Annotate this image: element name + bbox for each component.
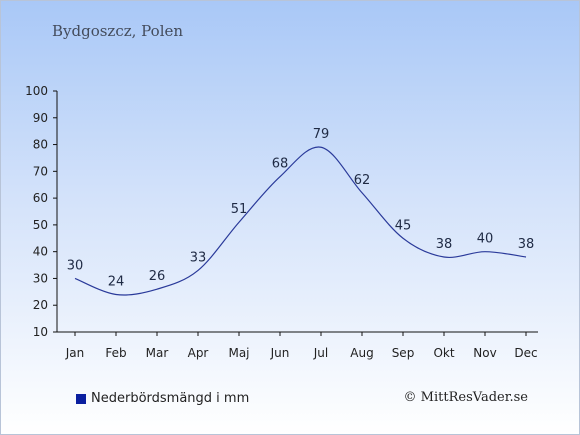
data-label: 68 bbox=[272, 157, 289, 172]
y-tick-label: 40 bbox=[33, 245, 48, 259]
data-label: 26 bbox=[149, 269, 166, 284]
data-label: 40 bbox=[477, 232, 494, 247]
data-label: 30 bbox=[67, 258, 84, 273]
x-tick-label: Mar bbox=[146, 346, 169, 360]
x-tick-label: Maj bbox=[228, 346, 249, 360]
data-label: 51 bbox=[231, 202, 248, 217]
x-tick-label: Feb bbox=[105, 346, 126, 360]
y-tick-label: 30 bbox=[33, 271, 48, 285]
y-tick-label: 100 bbox=[25, 84, 48, 98]
x-tick-label: Jun bbox=[270, 346, 290, 360]
y-tick-label: 10 bbox=[33, 325, 48, 339]
ticks: 10 20 30 40 50 60 70 80 90 100 Jan Feb Mar Apr Maj Jun J… bbox=[25, 84, 538, 360]
data-label: 38 bbox=[436, 237, 453, 252]
x-tick-label: Okt bbox=[433, 346, 454, 360]
y-tick-label: 20 bbox=[33, 298, 48, 312]
data-labels: 30 24 26 33 51 68 79 62 45 38 40 38 bbox=[67, 127, 535, 289]
x-tick-label: Nov bbox=[473, 346, 496, 360]
axes bbox=[56, 91, 538, 333]
y-tick-label: 90 bbox=[33, 111, 48, 125]
legend-label: Nederbördsmängd i mm bbox=[91, 391, 250, 406]
x-tick-label: Apr bbox=[188, 346, 209, 360]
data-label: 62 bbox=[354, 173, 371, 188]
data-label: 45 bbox=[395, 218, 412, 233]
y-tick-label: 50 bbox=[33, 218, 48, 232]
x-tick-label: Sep bbox=[392, 346, 415, 360]
location-title: Bydgoszcz, Polen bbox=[52, 22, 184, 40]
y-tick-label: 80 bbox=[33, 138, 48, 152]
data-label: 24 bbox=[108, 275, 125, 290]
credit-text: © MittResVader.se bbox=[403, 390, 528, 405]
x-tick-label: Aug bbox=[350, 346, 373, 360]
legend: Nederbördsmängd i mm bbox=[76, 391, 249, 406]
x-tick-label: Dec bbox=[514, 346, 537, 360]
data-label: 79 bbox=[313, 127, 330, 142]
data-label: 38 bbox=[518, 237, 535, 252]
series-line bbox=[74, 146, 527, 296]
data-label: 33 bbox=[190, 250, 207, 265]
x-tick-label: Jul bbox=[313, 346, 328, 360]
legend-swatch bbox=[76, 393, 86, 404]
x-tick-label: Jan bbox=[65, 346, 85, 360]
y-tick-label: 60 bbox=[33, 191, 48, 205]
y-tick-label: 70 bbox=[33, 164, 48, 178]
